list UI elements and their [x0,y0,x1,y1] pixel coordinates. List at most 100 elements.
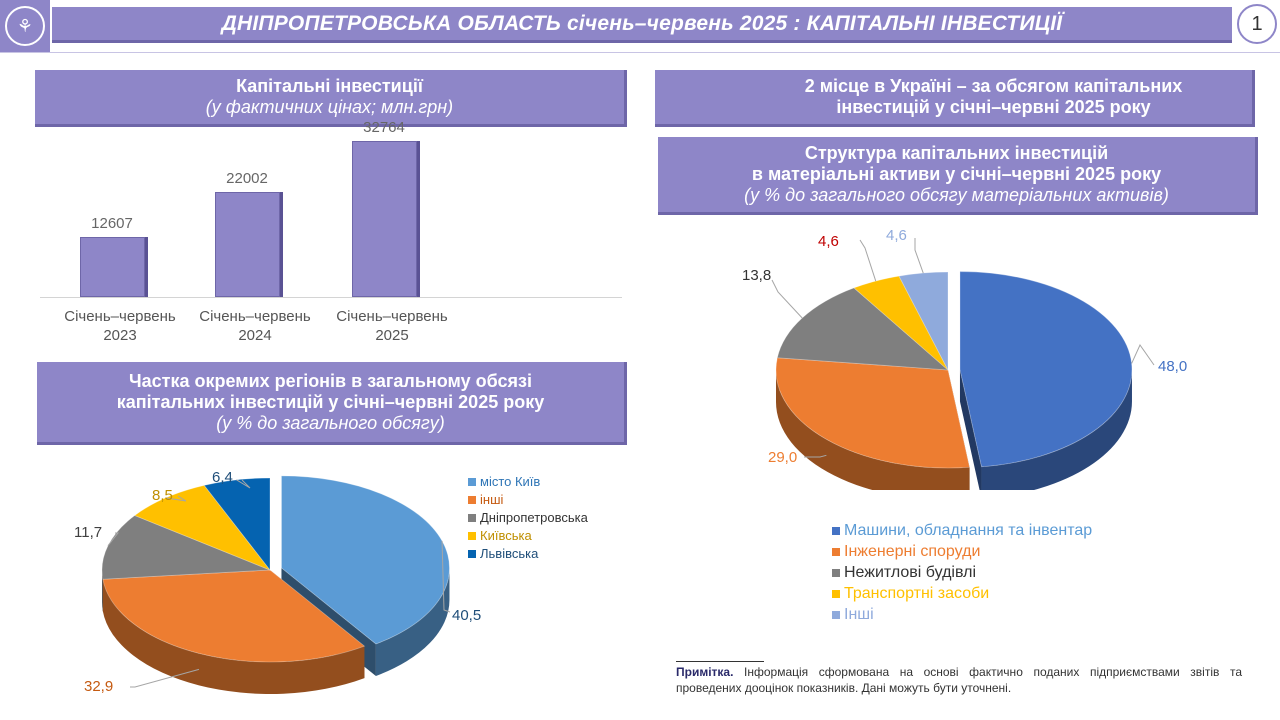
regions-value-label-0: 40,5 [452,607,481,624]
regions-slice-0 [281,475,450,645]
bar-0 [79,237,145,297]
structure-panel: Структура капітальних інвестицій в матер… [658,137,1258,215]
regions-line-1: Частка окремих регіонів в загальному обс… [129,370,532,391]
structure-legend-swatch-2 [832,568,840,577]
structure-legend-swatch-3 [832,589,840,598]
bar-chart-baseline [40,297,622,298]
regions-leader-1 [130,668,200,688]
structure-slice-0 [959,271,1133,468]
structure-legend-swatch-1 [832,547,840,556]
structure-leader-0 [1131,343,1155,366]
regions-value-label-3: 8,5 [152,487,173,504]
regions-legend-item-3: Київська [468,527,588,545]
rank-line-2: інвестицій у січні–червні 2025 року [836,97,1151,117]
page-title: ДНІПРОПЕТРОВСЬКА ОБЛАСТЬ січень–червень … [52,7,1232,43]
bar-1 [214,192,280,297]
regions-line-2: капітальних інвестицій у січні–червні 20… [116,391,545,412]
structure-legend-label-4: Інші [844,606,874,623]
bar-category-label-1: Січень–червень 2024 [199,308,311,344]
bar-2 [351,141,417,297]
page-number: 1 [1237,4,1277,44]
regions-legend-label-0: місто Київ [480,474,541,489]
regions-leader-4 [236,479,251,489]
structure-subtitle: (у % до загального обсягу матеріальних а… [744,185,1169,205]
footnote-label: Примітка. [676,665,734,679]
regions-legend-swatch-3 [468,532,476,540]
logo: ⚘ [0,0,50,52]
regions-value-label-1: 32,9 [84,678,113,695]
regions-legend-item-0: місто Київ [468,473,588,491]
regions-value-label-4: 6,4 [212,469,233,486]
structure-legend: Машини, обладнання та інвентар Інженерні … [832,520,1092,625]
structure-value-label-2: 13,8 [742,267,771,284]
footnote: Примітка. Інформація сформована на основ… [676,664,1242,696]
structure-legend-item-1: Інженерні споруди [832,541,1092,562]
structure-legend-swatch-4 [832,610,840,619]
regions-legend: місто Київ інші Дніпропетровська Київська Ль… [468,473,588,563]
bar-value-label-1: 22002 [226,170,268,188]
header: ⚘ ДНІПРОПЕТРОВСЬКА ОБЛАСТЬ січень–червен… [0,0,1280,52]
regions-legend-label-3: Київська [480,528,532,543]
bar-category-label-0: Січень–червень 2023 [64,308,176,344]
regions-slice-side-0 [375,567,450,676]
bar-category-label-2: Січень–червень 2025 [336,308,448,344]
structure-legend-item-4: Інші [832,604,1092,625]
structure-slice-4 [898,271,949,371]
regions-slice-side-1 [102,579,365,694]
regions-legend-swatch-1 [468,496,476,504]
structure-leader-4 [914,238,924,274]
regions-legend-swatch-2 [468,514,476,522]
bar-value-label-0: 12607 [91,215,133,233]
structure-leader-2 [771,279,803,319]
structure-slice-side-0 [981,369,1132,490]
structure-legend-label-0: Машини, обладнання та інвентар [844,522,1093,539]
structure-value-label-3: 4,6 [818,233,839,250]
bar-value-label-2: 32764 [363,119,405,137]
regions-value-label-2: 11,7 [74,524,102,541]
structure-slice-1 [775,357,971,469]
capital-panel: Капітальні інвестиції (у фактичних цінах… [35,70,627,127]
structure-slice-side-1 [776,370,970,490]
structure-value-label-1: 29,0 [768,449,797,466]
regions-legend-swatch-0 [468,478,476,486]
structure-legend-label-2: Нежитлові будівлі [844,564,976,581]
structure-pie-chart: 48,0 29,0 13,8 4,6 4,6 [742,227,1187,490]
structure-slice-wall-0-1 [959,369,982,490]
regions-slice-1 [102,569,366,663]
structure-slice-3 [853,275,949,371]
regions-legend-label-4: Львівська [480,546,539,561]
structure-line-2: в матеріальні активи у січні–червні 2025… [751,164,1162,184]
footnote-text: Інформація сформована на основі фактично… [676,665,1242,695]
regions-legend-label-2: Дніпропетровська [480,510,588,525]
regions-leader-3 [165,495,187,502]
regions-legend-label-1: інші [480,492,504,507]
structure-legend-item-0: Машини, обладнання та інвентар [832,520,1092,541]
regions-legend-item-4: Львівська [468,545,588,563]
structure-line-1: Структура капітальних інвестицій [804,143,1109,163]
structure-legend-label-3: Транспортні засоби [844,585,990,602]
regions-pie-chart: 40,5 32,9 11,7 8,5 6,4 [74,469,481,695]
regions-legend-swatch-4 [468,550,476,558]
header-divider [0,52,1280,53]
rank-panel: 2 місце в Україні – за обсягом капітальн… [655,70,1255,127]
structure-legend-item-2: Нежитлові будівлі [832,562,1092,583]
structure-leader-3 [859,239,877,282]
structure-leader-1 [804,454,827,458]
structure-legend-label-1: Інженерні споруди [844,543,981,560]
regions-legend-item-2: Дніпропетровська [468,509,588,527]
structure-value-label-4: 4,6 [886,227,907,244]
structure-legend-swatch-0 [832,526,840,535]
structure-value-label-0: 48,0 [1158,358,1187,375]
regions-panel: Частка окремих регіонів в загальному обс… [37,362,627,445]
regions-leader-2 [107,532,120,547]
capital-panel-title: Капітальні інвестиції [236,76,423,96]
regions-leader-0 [441,540,451,613]
capital-panel-subtitle: (у фактичних цінах; млн.грн) [205,97,454,117]
regions-slice-side-2 [102,570,103,612]
note-divider [676,661,764,662]
rank-line-1: 2 місце в Україні – за обсягом капітальн… [804,76,1183,96]
structure-legend-item-3: Транспортні засоби [832,583,1092,604]
regions-subtitle: (у % до загального обсягу) [216,412,445,433]
logo-icon: ⚘ [5,6,45,46]
regions-legend-item-1: інші [468,491,588,509]
